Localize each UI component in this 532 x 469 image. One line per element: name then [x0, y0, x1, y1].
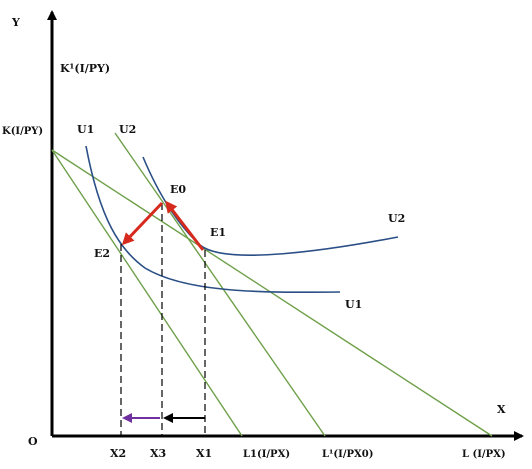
tick-l1: L1(I/PX) — [243, 449, 290, 460]
indifference-curve-u2 — [142, 156, 399, 256]
u1-right-label: U1 — [345, 298, 362, 311]
budget-line-l1 — [51, 149, 243, 437]
tick-x2: X2 — [110, 447, 126, 460]
point-e1-label: E1 — [210, 226, 226, 239]
arrow-e1-to-e0 — [165, 200, 205, 251]
arrow-e0-to-e2 — [121, 201, 164, 246]
y-axis-label: Y — [11, 16, 20, 29]
y-upper-intercept-label: K¹(I/PY) — [60, 62, 110, 75]
tick-x1: X1 — [196, 447, 212, 460]
budget-line-lprime — [114, 132, 326, 437]
u2-left-label: U2 — [119, 123, 136, 136]
u2-right-label: U2 — [388, 212, 405, 225]
x-axis-label: X — [497, 403, 506, 416]
point-e0-label: E0 — [170, 183, 186, 196]
tick-x3: X3 — [150, 447, 166, 460]
tick-l: L (I/PX) — [462, 449, 506, 460]
point-e2-label: E2 — [94, 247, 110, 260]
y-lower-intercept-label: K(I/PY) — [2, 126, 43, 137]
tick-lprime: L¹(I/PX0) — [322, 449, 373, 460]
u1-left-label: U1 — [77, 123, 94, 136]
indifference-curve-u1 — [85, 145, 341, 294]
origin-label: O — [28, 435, 38, 448]
budget-line-l — [51, 149, 493, 437]
